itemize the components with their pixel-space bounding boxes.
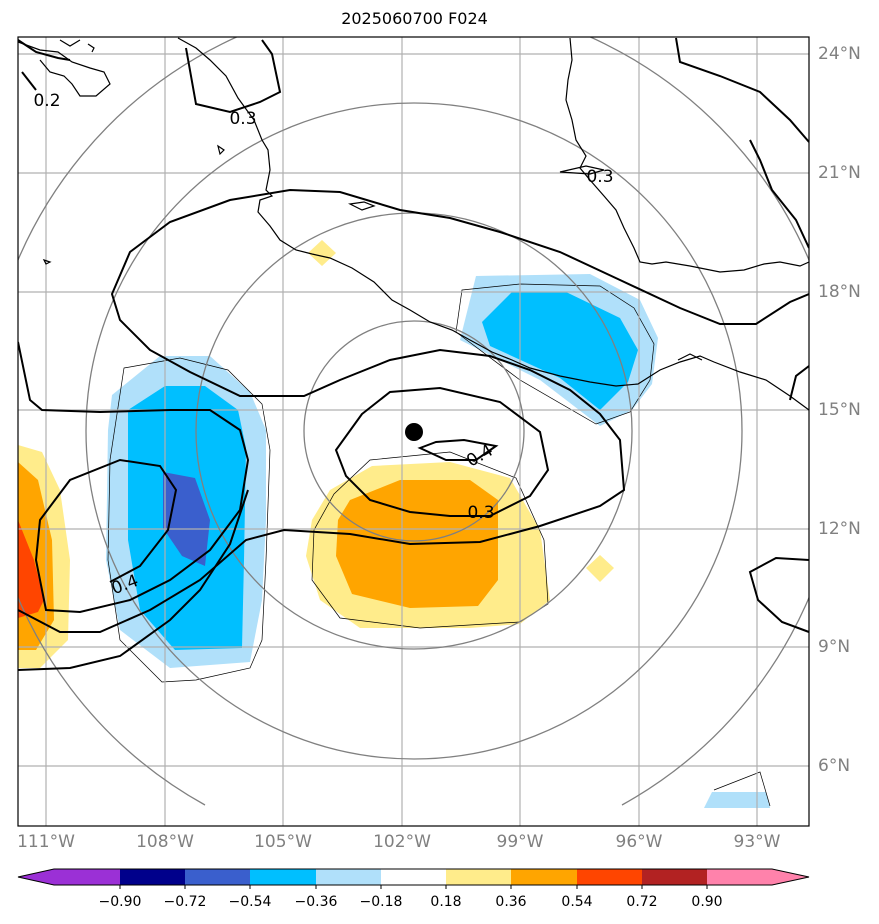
colorbar-bin-6 bbox=[446, 869, 511, 885]
lat-label: 6°N bbox=[818, 756, 851, 776]
lat-label: 18°N bbox=[818, 282, 861, 302]
colorbar-tick-label: 0.36 bbox=[495, 894, 527, 910]
contour-label: 0.3 bbox=[586, 167, 614, 187]
lat-label: 12°N bbox=[818, 519, 861, 539]
storm-center-marker bbox=[405, 423, 423, 441]
colorbar-tick-label: 0.54 bbox=[561, 894, 593, 910]
colorbar-bin-1 bbox=[120, 869, 185, 885]
shade-diamond-1 bbox=[308, 240, 336, 266]
shade-se bbox=[704, 792, 770, 808]
shade-diamond-2 bbox=[586, 555, 614, 582]
colorbar-tick-label: −0.90 bbox=[98, 894, 142, 910]
contour-label: 0.3 bbox=[467, 503, 495, 523]
contours bbox=[18, 37, 809, 671]
colorbar-extend-high bbox=[707, 869, 809, 885]
shade-ne-mid bbox=[482, 292, 638, 410]
lon-label: 102°W bbox=[373, 832, 431, 852]
lon-label: 108°W bbox=[136, 832, 194, 852]
colorbar-tick-label: 0.72 bbox=[626, 894, 658, 910]
colorbar-tick-label: 0.90 bbox=[691, 894, 723, 910]
colorbar-tick-label: −0.54 bbox=[228, 894, 272, 910]
colorbar bbox=[17, 868, 810, 889]
lat-label: 24°N bbox=[818, 44, 861, 64]
lon-label: 105°W bbox=[254, 832, 312, 852]
colorbar-bin-3 bbox=[250, 869, 316, 885]
lon-label: 96°W bbox=[615, 832, 663, 852]
shading-layer bbox=[18, 240, 770, 808]
lat-label: 15°N bbox=[818, 400, 861, 420]
colorbar-bin-4 bbox=[316, 869, 381, 885]
contour-label: 0.3 bbox=[229, 109, 257, 129]
colorbar-bin-9 bbox=[642, 869, 707, 885]
shade-outlines bbox=[107, 283, 771, 807]
colorbar-bin-8 bbox=[577, 869, 642, 885]
lat-label: 9°N bbox=[818, 637, 851, 657]
colorbar-tick-label: −0.18 bbox=[359, 894, 403, 910]
colorbar-bin-7 bbox=[511, 869, 577, 885]
colorbar-bin-5 bbox=[381, 869, 446, 885]
lon-label: 99°W bbox=[496, 832, 544, 852]
colorbar-tick-label: −0.36 bbox=[294, 894, 338, 910]
lat-label: 21°N bbox=[818, 163, 861, 183]
colorbar-tick-label: −0.72 bbox=[163, 894, 207, 910]
colorbar-extend-low bbox=[18, 869, 120, 885]
shade-left-red bbox=[18, 520, 44, 618]
contour-label: 0.2 bbox=[33, 91, 61, 111]
lon-label: 111°W bbox=[17, 832, 75, 852]
coastline bbox=[18, 37, 809, 411]
lon-label: 93°W bbox=[733, 832, 781, 852]
graticule bbox=[18, 37, 809, 826]
colorbar-bin-2 bbox=[185, 869, 250, 885]
map-title: 2025060700 F024 bbox=[341, 9, 488, 28]
colorbar-tick-label: 0.18 bbox=[430, 894, 462, 910]
map-frame bbox=[17, 36, 810, 827]
